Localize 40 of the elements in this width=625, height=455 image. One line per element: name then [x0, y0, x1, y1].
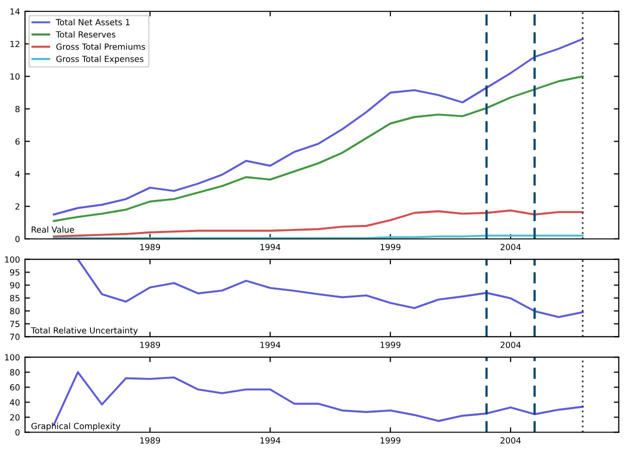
- y-tick-label: 14: [10, 8, 20, 15]
- y-tick-label: 20: [10, 414, 20, 421]
- y-tick-label: 0: [15, 429, 20, 436]
- annotation: Real Value: [32, 226, 74, 233]
- x-tick-label: 1989: [140, 244, 160, 250]
- y-tick-label: 6: [15, 138, 20, 145]
- x-tick-label: 2004: [500, 244, 521, 250]
- legend-label: Gross Total Expenses: [56, 56, 144, 64]
- x-tick-label: 1989: [140, 437, 160, 444]
- x-tick-label: 1999: [380, 342, 400, 348]
- y-tick-label: 8: [15, 106, 20, 112]
- annotation: Graphical Complexity: [31, 422, 120, 431]
- y-tick-label: 80: [10, 369, 20, 376]
- x-tick-label: 1999: [380, 437, 400, 444]
- legend-label: Total Reserves: [56, 31, 116, 38]
- y-tick-label: 0: [15, 236, 20, 242]
- y-tick-label: 85: [10, 295, 20, 302]
- y-tick-label: 4: [15, 170, 20, 178]
- y-tick-label: 60: [10, 384, 20, 390]
- x-tick-label: 1994: [260, 342, 280, 348]
- y-tick-label: 12: [10, 40, 20, 48]
- y-tick-label: 70: [10, 334, 20, 340]
- x-tick-label: 1994: [260, 437, 280, 444]
- y-tick-label: 100: [5, 354, 20, 360]
- x-tick-label: 1994: [260, 244, 280, 250]
- y-tick-label: 2: [15, 203, 20, 210]
- annotation: Total Relative Uncertainty: [30, 327, 138, 336]
- legend-label: Total Net Assets 1: [56, 18, 130, 26]
- y-tick-label: 80: [10, 308, 20, 314]
- x-tick-label: 2004: [500, 437, 521, 444]
- y-tick-label: 10: [10, 73, 20, 80]
- x-tick-label: 1999: [380, 244, 400, 250]
- legend-label: Gross Total Premiums: [56, 43, 146, 50]
- y-tick-label: 95: [10, 269, 20, 276]
- y-tick-label: 40: [10, 399, 20, 406]
- y-tick-label: 100: [5, 256, 20, 263]
- y-tick-label: 90: [10, 282, 20, 288]
- x-tick-label: 1989: [140, 342, 160, 348]
- y-tick-label: 75: [10, 320, 20, 328]
- x-tick-label: 2004: [500, 342, 521, 348]
